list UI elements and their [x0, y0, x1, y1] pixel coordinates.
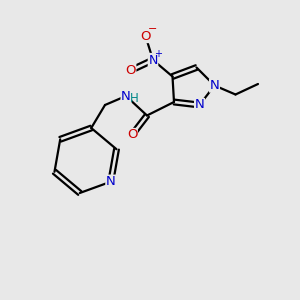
Text: N: N — [106, 175, 116, 188]
Text: O: O — [125, 64, 136, 77]
Text: H: H — [130, 92, 139, 106]
Text: N: N — [210, 79, 219, 92]
Text: O: O — [140, 29, 151, 43]
Text: −: − — [147, 24, 157, 34]
Text: N: N — [121, 89, 131, 103]
Text: N: N — [148, 53, 158, 67]
Text: N: N — [195, 98, 204, 112]
Text: +: + — [154, 49, 162, 59]
Text: O: O — [127, 128, 137, 142]
